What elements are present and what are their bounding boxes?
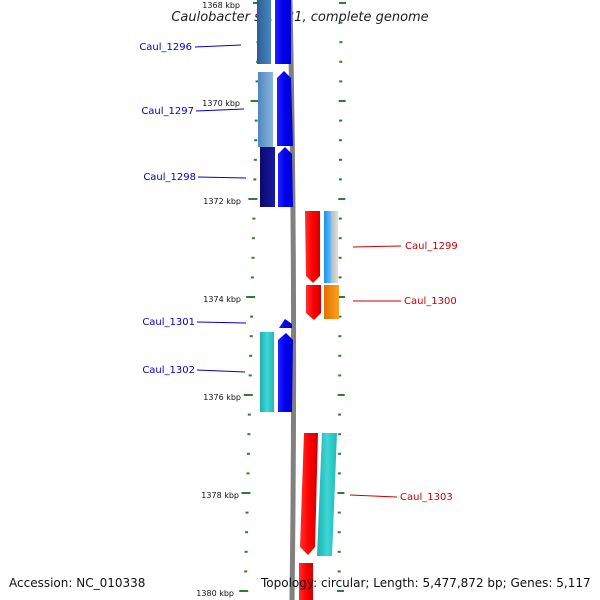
genome-backbone xyxy=(287,0,297,600)
feature-caul-1303-cds[interactable] xyxy=(300,433,318,555)
label-caul-1297[interactable]: Caul_1297 xyxy=(141,106,194,117)
feature-caul-1302-cog[interactable] xyxy=(260,332,274,412)
major-ticks xyxy=(239,2,346,592)
tick-label-1372: 1372 kbp xyxy=(203,197,241,206)
callout-caul-1302 xyxy=(196,369,246,373)
feature-caul-1301-cds[interactable] xyxy=(279,319,292,328)
tick-labels: 1368 kbp 1370 kbp 1372 kbp 1374 kbp 1376… xyxy=(196,1,241,598)
callout-caul-1303 xyxy=(349,494,398,498)
tick-label-1370: 1370 kbp xyxy=(202,99,240,108)
callout-caul-1301 xyxy=(196,321,247,324)
feature-caul-1296-cog[interactable] xyxy=(257,0,271,64)
feature-caul-1303-cog[interactable] xyxy=(317,433,337,556)
map-title: Caulobacter sp. K31, complete genome xyxy=(171,10,429,25)
label-caul-1298[interactable]: Caul_1298 xyxy=(143,172,196,183)
feature-caul-1302-cds[interactable] xyxy=(278,333,293,412)
label-caul-1302[interactable]: Caul_1302 xyxy=(142,365,195,376)
feature-caul-1297-cog[interactable] xyxy=(258,72,273,147)
callout-caul-1296 xyxy=(194,44,242,48)
tick-label-1368: 1368 kbp xyxy=(202,1,240,10)
forward-features xyxy=(257,0,293,412)
callout-caul-1298 xyxy=(197,176,247,179)
tick-label-1374: 1374 kbp xyxy=(203,295,241,304)
label-caul-1296[interactable]: Caul_1296 xyxy=(139,42,192,53)
label-caul-1303[interactable]: Caul_1303 xyxy=(400,492,453,503)
tick-label-1378: 1378 kbp xyxy=(201,491,239,500)
label-caul-1300[interactable]: Caul_1300 xyxy=(404,296,457,307)
feature-caul-1297-cds[interactable] xyxy=(277,71,293,146)
feature-next-cds[interactable] xyxy=(299,563,313,600)
tick-label-1380: 1380 kbp xyxy=(196,589,234,598)
feature-caul-1299-cds[interactable] xyxy=(305,211,320,283)
feature-caul-1298-cds[interactable] xyxy=(278,147,293,207)
gene-labels: Caul_1296 Caul_1297 Caul_1298 Caul_1299 … xyxy=(139,42,457,503)
callout-caul-1299 xyxy=(352,245,402,248)
feature-caul-1300-cog[interactable] xyxy=(324,285,339,319)
accession-text: Accession: NC_010338 xyxy=(9,576,146,590)
callout-caul-1297 xyxy=(195,108,245,112)
genome-summary-text: Topology: circular; Length: 5,477,872 bp… xyxy=(261,576,591,590)
label-caul-1301[interactable]: Caul_1301 xyxy=(142,317,195,328)
feature-caul-1298-cog[interactable] xyxy=(260,147,275,207)
tick-label-1376: 1376 kbp xyxy=(203,393,241,402)
feature-caul-1299-cog-b[interactable] xyxy=(331,211,338,283)
feature-caul-1300-cds[interactable] xyxy=(306,285,321,320)
feature-caul-1296-cds[interactable] xyxy=(275,0,291,64)
label-caul-1299[interactable]: Caul_1299 xyxy=(405,241,458,252)
reverse-features xyxy=(299,211,339,600)
feature-caul-1299-cog[interactable] xyxy=(324,211,331,283)
